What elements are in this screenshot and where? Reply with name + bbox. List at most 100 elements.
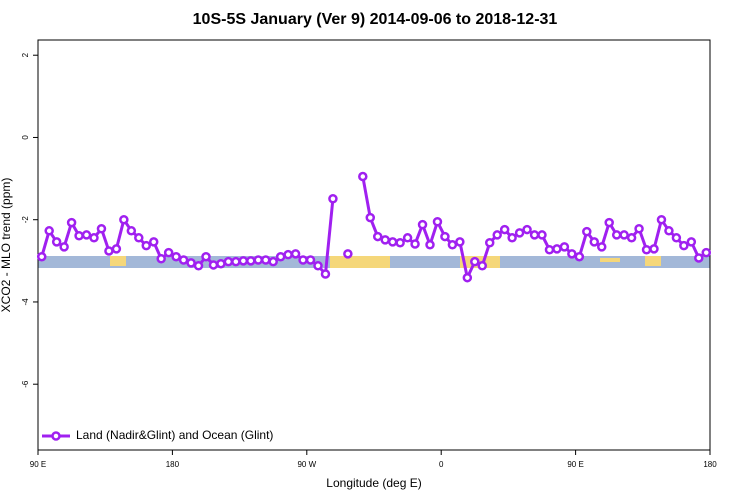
point	[246, 256, 256, 266]
point	[514, 228, 525, 238]
point	[477, 261, 488, 271]
point	[74, 230, 84, 241]
point	[156, 254, 166, 264]
point	[89, 233, 99, 243]
point	[484, 237, 495, 248]
y-tick-label: -6	[21, 380, 30, 388]
point	[305, 255, 316, 265]
point	[499, 224, 510, 235]
chart-title: 10S-5S January (Ver 9) 2014-09-06 to 201…	[193, 11, 558, 28]
point	[298, 255, 308, 265]
point	[701, 247, 712, 258]
point	[529, 230, 540, 240]
point	[611, 230, 622, 240]
point	[626, 233, 637, 243]
x-tick-label: 90 W	[297, 460, 316, 469]
point	[537, 230, 547, 240]
point	[544, 244, 555, 255]
point	[283, 249, 293, 260]
point	[694, 253, 704, 263]
point	[59, 242, 69, 252]
point	[619, 230, 629, 240]
point	[372, 231, 383, 242]
point	[574, 251, 585, 262]
point	[260, 255, 271, 265]
x-tick-label: 180	[166, 460, 180, 469]
point	[216, 258, 226, 269]
point	[148, 237, 159, 247]
x-tick-label: 90 E	[567, 460, 583, 469]
point	[201, 251, 211, 262]
point	[66, 217, 77, 228]
point	[596, 242, 607, 252]
y-tick-label: -2	[21, 216, 30, 224]
point	[656, 214, 667, 225]
point	[567, 249, 577, 259]
point	[522, 224, 532, 235]
point	[171, 251, 181, 262]
point	[275, 251, 286, 262]
point	[470, 256, 480, 267]
point	[402, 233, 413, 243]
point	[679, 240, 689, 251]
y-axis-label: XCO2 - MLO trend (ppm)	[0, 178, 13, 313]
point	[432, 217, 443, 227]
point	[365, 212, 376, 223]
point	[163, 247, 174, 258]
point	[417, 219, 428, 230]
point	[328, 193, 338, 204]
point	[440, 231, 450, 242]
point	[104, 246, 114, 256]
point	[178, 255, 189, 265]
point	[358, 171, 368, 182]
point	[462, 272, 473, 283]
point	[686, 237, 697, 247]
point	[126, 226, 137, 236]
point	[559, 242, 570, 252]
point	[641, 244, 652, 255]
point	[582, 226, 592, 237]
x-tick-label: 180	[703, 460, 717, 469]
point	[410, 239, 420, 249]
point	[313, 261, 323, 271]
point	[36, 251, 47, 262]
x-axis-label: Longitude (deg E)	[326, 476, 421, 490]
y-tick-label: 2	[21, 52, 30, 57]
point	[268, 256, 278, 267]
point	[320, 269, 331, 279]
point	[96, 224, 107, 234]
point	[664, 226, 674, 236]
point	[81, 230, 92, 240]
point	[671, 233, 682, 243]
point	[290, 249, 301, 259]
point	[253, 255, 264, 265]
point	[447, 240, 458, 250]
plot-frame	[37, 39, 711, 451]
point	[507, 233, 517, 243]
point	[343, 249, 353, 259]
point	[552, 244, 562, 254]
point	[44, 226, 54, 236]
point	[193, 261, 204, 271]
point	[492, 230, 502, 240]
point	[387, 237, 398, 247]
legend-label: Land (Nadir&Glint) and Ocean (Glint)	[76, 428, 273, 442]
point	[134, 233, 144, 243]
legend-marker	[51, 431, 61, 441]
point	[231, 256, 241, 267]
point	[223, 256, 234, 267]
x-tick-label: 90 E	[30, 460, 46, 469]
point	[141, 240, 152, 251]
point	[380, 235, 390, 245]
y-tick-label: 0	[21, 135, 30, 140]
point	[111, 244, 122, 254]
point	[119, 214, 129, 225]
map-strip	[38, 256, 710, 268]
y-tick-label: -4	[21, 298, 30, 306]
point	[649, 244, 659, 254]
point	[455, 237, 465, 247]
point	[238, 256, 249, 266]
x-tick-label: 0	[439, 460, 444, 469]
point	[395, 237, 405, 248]
